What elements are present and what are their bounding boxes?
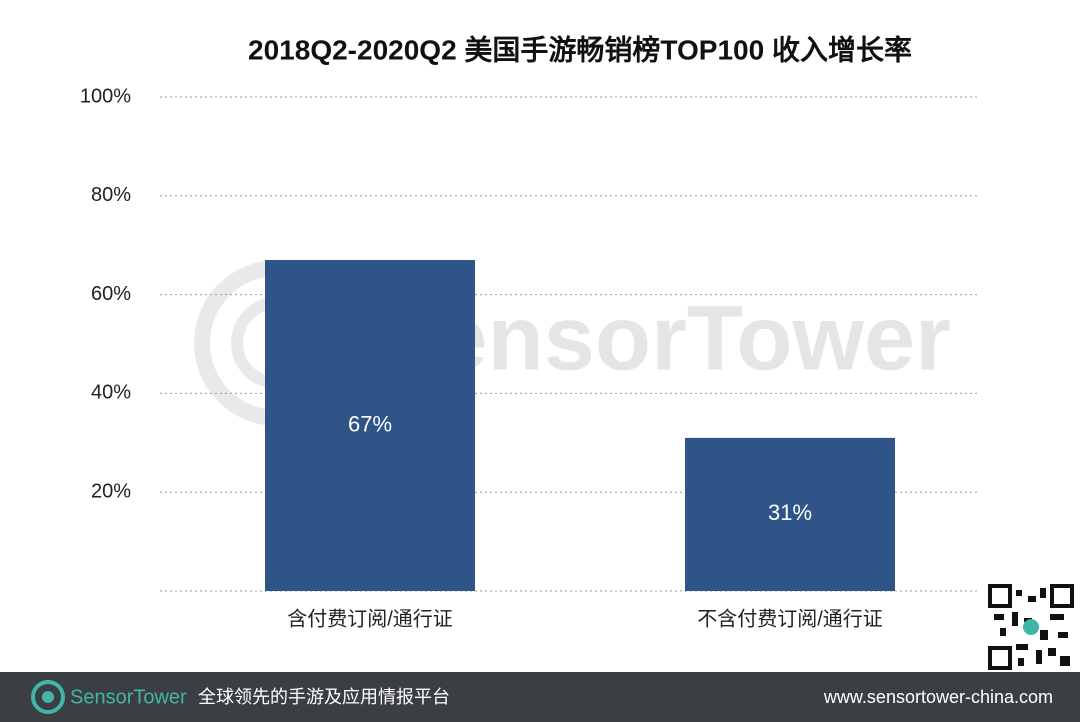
value-label: 31% [768,500,812,525]
qr-finder [988,646,1012,670]
qr-modules [994,588,1070,666]
chart-title: 2018Q2-2020Q2 美国手游畅销榜TOP100 收入增长率 [248,33,912,65]
qr-logo [1023,619,1039,635]
footer-url: www.sensortower-china.com [823,687,1053,707]
footer-bar [0,672,1080,722]
qr-code [988,584,1074,670]
x-tick-label: 不含付费订阅/通行证 [697,607,883,630]
footer-tagline: 全球领先的手游及应用情报平台 [198,687,450,707]
footer-logo [31,680,65,714]
value-label: 67% [348,411,392,436]
y-tick-label: 40% [91,382,131,404]
qr-finder [988,584,1012,608]
qr-finder [1050,584,1074,608]
footer-logo [42,691,54,703]
footer-brand: SensorTower [70,686,187,708]
bar [685,437,895,591]
y-tick-label: 80% [91,184,131,206]
y-tick-label: 100% [80,85,131,107]
x-tick-label: 含付费订阅/通行证 [287,607,453,630]
y-tick-label: 60% [91,283,131,305]
bar [265,260,475,591]
y-tick-label: 20% [91,480,131,502]
